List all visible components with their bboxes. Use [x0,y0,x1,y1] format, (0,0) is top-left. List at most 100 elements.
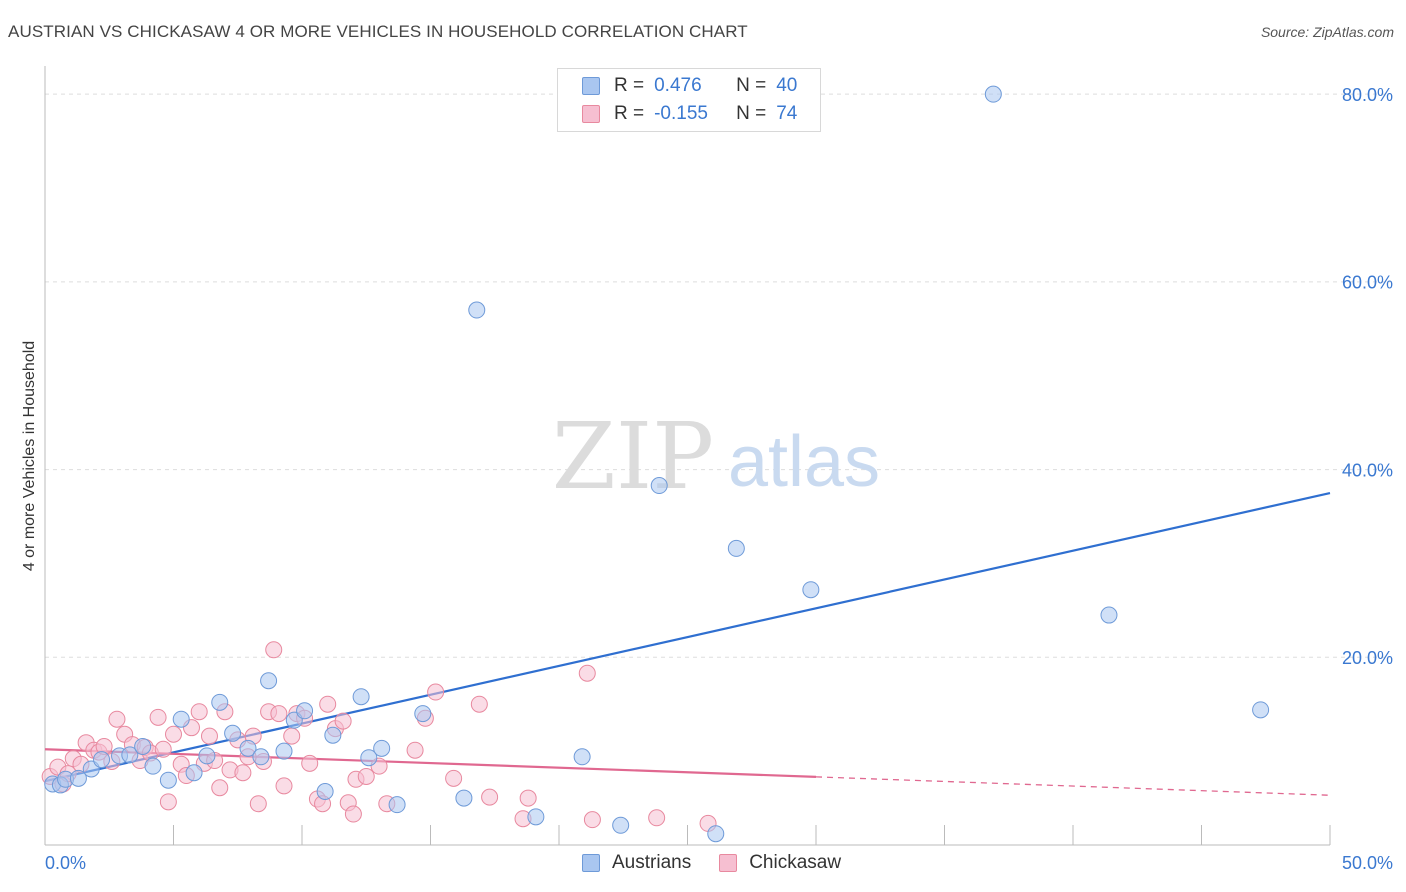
legend-n-value: 40 [776,75,798,96]
austrians-point [527,808,545,826]
chickasaw-swatch [719,854,738,872]
legend-r-value: -0.155 [654,103,708,124]
chickasaw-point [427,683,445,701]
chickasaw-point [344,805,362,823]
chickasaw-point [211,779,229,797]
y-tick-label: 40.0% [1342,460,1393,480]
austrians-point [1252,701,1270,719]
austrians-point [352,688,370,706]
y-tick-label: 80.0% [1342,85,1393,105]
tick-labels: 20.0% 40.0% 60.0% 80.0% 0.0% 50.0% [45,85,1393,873]
austrians-point [360,749,378,767]
axes [44,66,1331,846]
austrians-point [121,746,139,764]
chickasaw-point [270,705,288,723]
series-legend: Austrians Chickasaw [582,852,869,874]
austrians-point [211,693,229,711]
austrians-point [172,710,190,728]
chickasaw-point [445,769,463,787]
legend-item-chickasaw: Chickasaw [719,852,841,874]
austrians-point [707,825,725,843]
x-tick-label: 0.0% [45,853,86,873]
watermark-zip: ZIP [552,403,714,510]
y-tick-label: 60.0% [1342,273,1393,293]
austrians-swatch [582,854,600,872]
austrians-point [224,724,242,742]
chickasaw-point [249,795,267,813]
chickasaw-point [159,793,177,811]
austrians-point [388,796,406,814]
austrians-point [414,705,432,723]
gridlines [45,93,1390,658]
chickasaw-point [149,708,167,726]
chickasaw-point [406,741,424,759]
chickasaw-swatch [582,105,600,123]
austrians-point [239,739,257,757]
legend-row-austrians: R = 0.476 N = 40 [582,74,797,98]
legend-n-label: N = [736,75,767,96]
chart-title: AUSTRIAN VS CHICKASAW 4 OR MORE VEHICLES… [8,22,748,41]
chickasaw-point [648,809,666,827]
chickasaw-point [234,764,252,782]
chickasaw-point [154,740,172,758]
austrians-point [159,771,177,789]
watermark-atlas: atlas [728,422,880,502]
austrians-point [468,301,486,319]
data-points [41,85,1270,843]
watermark: ZIP atlas [552,403,880,510]
chickasaw-point [481,788,499,806]
y-tick-label: 20.0% [1342,648,1393,668]
trend-lines [44,491,1331,796]
austrians-point [260,672,278,690]
austrians-point [373,739,391,757]
correlation-legend: R = 0.476 N = 40 R = -0.155 N = 74 [557,68,821,132]
legend-row-chickasaw: R = -0.155 N = 74 [582,102,797,126]
chickasaw-point [583,811,601,829]
austrians-point [134,737,152,755]
chickasaw-point [265,641,283,659]
chickasaw-point [334,712,352,730]
austrians-point [69,769,87,787]
chickasaw-point [108,710,126,728]
legend-chickasaw-label: Chickasaw [749,852,842,873]
austrians-point [573,748,591,766]
source-label: Source: ZipAtlas.com [1260,24,1394,40]
austrians-point [252,748,270,766]
austrians-point [984,85,1002,103]
legend-r-value: 0.476 [654,75,702,96]
chickasaw-point [165,725,182,743]
chickasaw-point [470,695,488,713]
austrians-point [802,581,820,599]
austrians-point [455,789,473,807]
chickasaw-point [200,727,218,745]
legend-n-label: N = [736,103,767,124]
chickasaw-point [519,789,537,807]
chickasaw-trend-line [44,748,817,778]
legend-r-label: R = [614,75,645,96]
austrians-point [324,726,342,744]
chickasaw-point [283,727,301,745]
chickasaw-point [578,664,596,682]
chickasaw-point [190,703,208,721]
chickasaw-point [319,695,337,713]
legend-n-value: 74 [776,103,798,124]
chickasaw-point [301,754,319,772]
austrians-point [198,747,216,765]
legend-austrians-label: Austrians [612,852,692,873]
austrians-point [296,702,314,720]
austrians-point [612,816,630,834]
chickasaw-point [357,767,375,785]
chickasaw-trend-extension [815,776,1331,796]
austrians-point [275,742,293,760]
chickasaw-point [275,777,293,795]
x-tick-label: 50.0% [1342,853,1393,873]
austrians-point [144,757,162,775]
austrians-point [316,783,334,801]
austrians-point [650,477,668,495]
legend-item-austrians: Austrians [582,852,691,874]
legend-r-label: R = [614,103,645,124]
austrians-point [93,751,111,769]
austrians-point [1100,606,1118,624]
austrians-swatch [582,77,600,95]
